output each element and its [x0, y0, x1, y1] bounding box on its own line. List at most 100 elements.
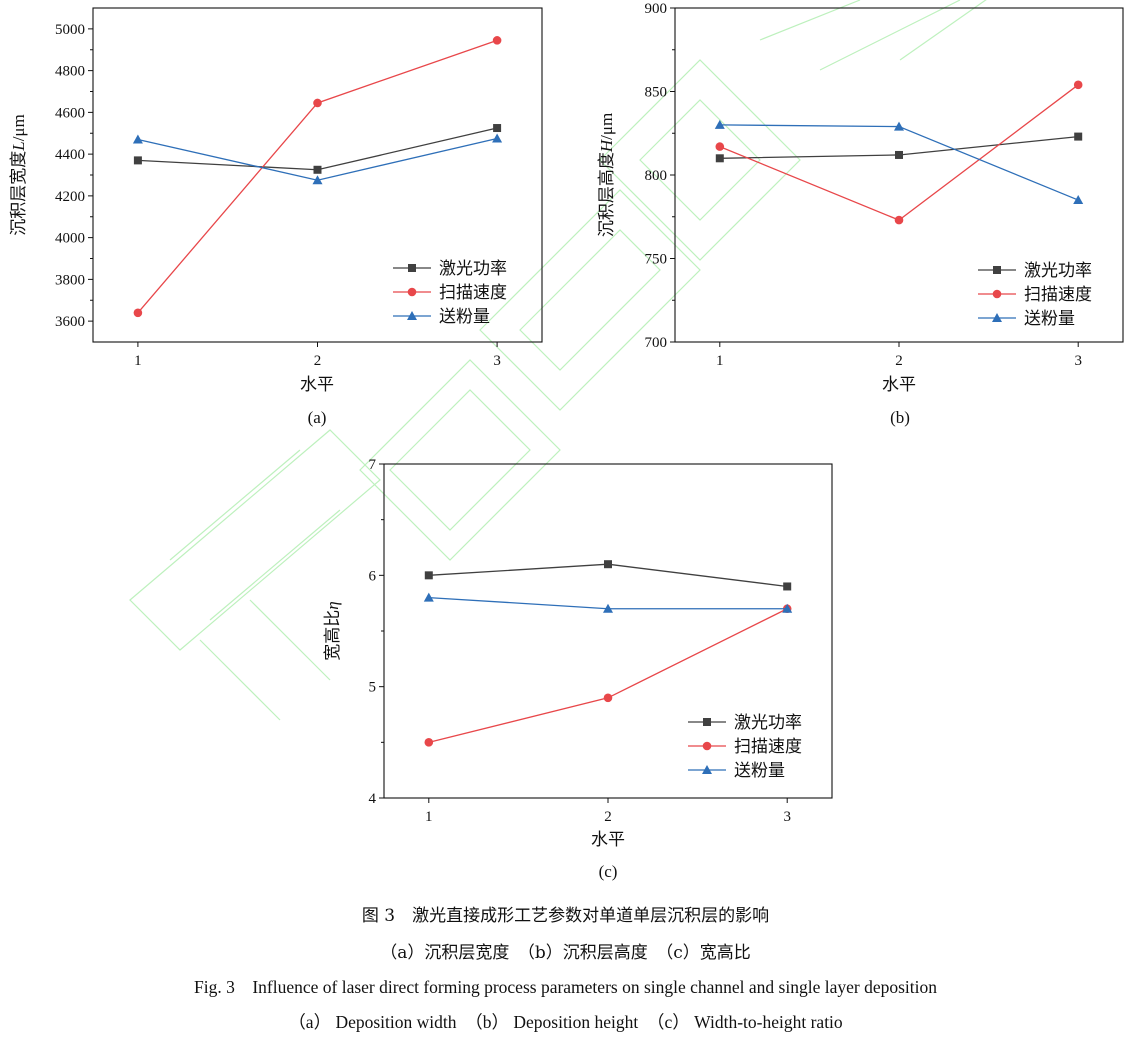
- y-tick-label: 4800: [55, 64, 85, 80]
- legend-entry: 激光功率: [688, 713, 802, 733]
- y-tick-label: 7: [369, 457, 377, 473]
- y-tick-label: 4200: [55, 189, 85, 205]
- data-point: [493, 124, 502, 133]
- y-tick-label: 5000: [55, 22, 85, 38]
- legend-label: 送粉量: [734, 761, 785, 781]
- x-axis-label: 水平: [300, 375, 334, 395]
- series-laser-power: [424, 560, 792, 591]
- subfigure-label: (a): [308, 408, 327, 427]
- data-point: [782, 603, 793, 613]
- series-powder-feed: [423, 592, 793, 613]
- legend-marker: [703, 718, 711, 726]
- data-point: [604, 560, 612, 569]
- data-point: [424, 571, 433, 580]
- data-point: [1073, 195, 1084, 205]
- series-line: [137, 137, 498, 181]
- data-point: [492, 133, 503, 143]
- x-tick-label: 1: [134, 353, 142, 369]
- legend-marker: [407, 311, 417, 320]
- data-point: [714, 119, 725, 129]
- series-laser-power: [715, 132, 1083, 163]
- y-tick-label: 3800: [55, 272, 85, 288]
- x-tick-label: 3: [1074, 353, 1082, 369]
- data-point: [1073, 80, 1083, 90]
- data-point: [423, 592, 434, 602]
- y-tick-label: 3600: [55, 314, 85, 330]
- chart-b: 700 750 800 850 900 1 2 3 水平 沉积层高度H/μm (b) 激光功率扫描速度…: [597, 1, 1124, 427]
- legend-label: 送粉量: [1024, 309, 1075, 329]
- y-tick-label: 4600: [55, 105, 85, 121]
- legend-entry: 送粉量: [688, 761, 785, 781]
- x-tick-label: 2: [895, 353, 903, 369]
- y-tick-label: 700: [645, 335, 668, 351]
- caption-en-sub: （a） Deposition width （b） Deposition heig…: [288, 1012, 843, 1032]
- legend-entry: 激光功率: [393, 259, 507, 279]
- series-laser-power: [133, 124, 502, 174]
- y-tick-label: 800: [645, 168, 668, 184]
- chart-a: 3600 3800 4000 4200 4400 4600 4800 5000 1 2 3 水平 沉积层…: [9, 7, 543, 427]
- data-point: [492, 36, 502, 45]
- series-line: [137, 127, 498, 171]
- legend-entry: 送粉量: [393, 307, 490, 327]
- legend-label: 激光功率: [1024, 261, 1092, 281]
- y-tick-label: 900: [645, 1, 668, 17]
- legend-entry: 扫描速度: [393, 283, 507, 303]
- y-axis-label: 宽高比η: [323, 601, 343, 660]
- data-point: [715, 154, 724, 163]
- y-tick-label: 4000: [55, 231, 85, 247]
- legend-marker: [407, 287, 417, 297]
- legend-marker: [993, 266, 1001, 274]
- data-point: [895, 150, 903, 159]
- x-tick-label: 1: [425, 809, 433, 825]
- data-point: [783, 582, 792, 591]
- legend-entry: 扫描速度: [688, 737, 802, 757]
- data-point: [133, 308, 143, 318]
- subfigure-label: (c): [599, 862, 618, 881]
- legend-marker: [992, 313, 1002, 322]
- caption-cn-sub: （a）沉积层宽度 （b）沉积层高度 （c）宽高比: [380, 943, 751, 963]
- legend-label: 扫描速度: [1024, 285, 1092, 305]
- y-tick-label: 750: [645, 252, 668, 268]
- series-powder-feed: [714, 119, 1084, 205]
- data-point: [313, 98, 322, 108]
- series-scan-speed: [133, 36, 502, 318]
- legend-entry: 送粉量: [978, 309, 1075, 329]
- legend-label: 扫描速度: [734, 737, 802, 757]
- data-point: [894, 121, 904, 131]
- y-tick-label: 6: [369, 568, 377, 584]
- x-tick-label: 2: [604, 809, 612, 825]
- legend-marker: [702, 741, 712, 751]
- data-point: [424, 738, 434, 747]
- x-axis-label: 水平: [882, 375, 916, 395]
- x-tick-label: 3: [783, 809, 791, 825]
- y-axis-label: 沉积层宽度L/μm: [9, 114, 29, 236]
- watermark: [129, 0, 987, 721]
- legend-entry: 扫描速度: [978, 285, 1092, 305]
- x-tick-label: 1: [716, 353, 724, 369]
- x-tick-label: 2: [314, 353, 322, 369]
- legend-label: 扫描速度: [439, 283, 507, 303]
- series-powder-feed: [132, 133, 503, 185]
- legend-entry: 激光功率: [978, 261, 1092, 281]
- y-tick-label: 4400: [55, 147, 85, 163]
- series-scan-speed: [715, 80, 1083, 225]
- y-axis-label: 沉积层高度H/μm: [597, 113, 617, 237]
- legend-marker: [992, 289, 1002, 299]
- data-point: [313, 165, 322, 174]
- y-tick-label: 850: [645, 85, 668, 101]
- x-axis-label: 水平: [591, 830, 625, 850]
- x-tick-label: 3: [493, 353, 501, 369]
- data-point: [894, 215, 904, 225]
- y-tick-label: 4: [369, 791, 377, 807]
- legend-marker: [702, 765, 712, 774]
- data-point: [1074, 132, 1083, 141]
- legend-label: 送粉量: [439, 307, 490, 327]
- subfigure-label: (b): [890, 408, 910, 427]
- legend-marker: [408, 264, 416, 272]
- caption-cn-title: 图 3 激光直接成形工艺参数对单道单层沉积层的影响: [361, 906, 770, 926]
- data-point: [715, 142, 725, 151]
- data-point: [312, 175, 323, 185]
- y-tick-label: 5: [369, 680, 377, 696]
